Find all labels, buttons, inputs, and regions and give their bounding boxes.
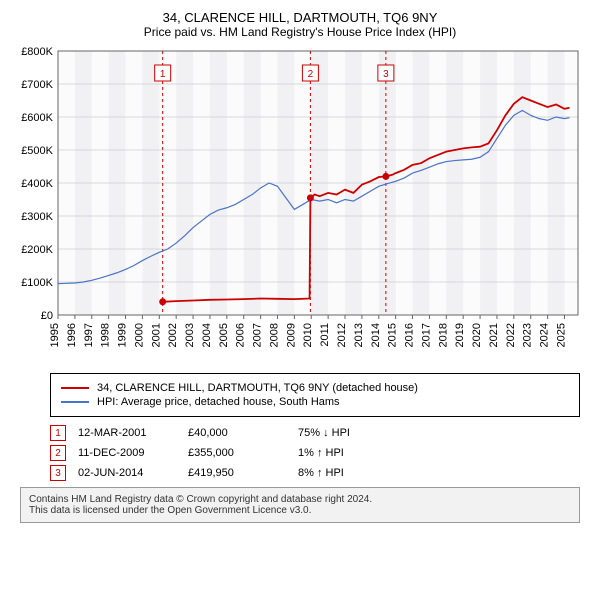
svg-text:2: 2 <box>308 69 314 80</box>
event-diff: 1% ↑ HPI <box>298 447 344 459</box>
svg-text:2002: 2002 <box>167 323 179 347</box>
svg-text:£600K: £600K <box>21 112 53 124</box>
svg-text:2017: 2017 <box>420 323 432 347</box>
svg-text:£100K: £100K <box>21 277 53 289</box>
legend: 34, CLARENCE HILL, DARTMOUTH, TQ6 9NY (d… <box>50 373 580 417</box>
svg-text:2022: 2022 <box>505 323 517 347</box>
event-price: £355,000 <box>188 447 298 459</box>
legend-item: HPI: Average price, detached house, Sout… <box>61 396 569 408</box>
svg-text:£300K: £300K <box>21 211 53 223</box>
event-row: 1 12-MAR-2001£40,00075% ↓ HPI <box>50 425 580 441</box>
event-diff: 75% ↓ HPI <box>298 427 350 439</box>
svg-text:2010: 2010 <box>302 323 314 347</box>
event-marker: 1 <box>50 425 66 441</box>
event-date: 02-JUN-2014 <box>78 467 188 479</box>
svg-text:2000: 2000 <box>133 323 145 347</box>
svg-text:2020: 2020 <box>471 323 483 347</box>
svg-text:1999: 1999 <box>117 323 129 347</box>
event-row: 3 02-JUN-2014£419,9508% ↑ HPI <box>50 465 580 481</box>
svg-text:1: 1 <box>160 69 166 80</box>
svg-text:2025: 2025 <box>555 323 567 347</box>
svg-text:2008: 2008 <box>268 323 280 347</box>
svg-text:2003: 2003 <box>184 323 196 347</box>
legend-swatch <box>61 401 89 403</box>
svg-text:£0: £0 <box>41 310 53 322</box>
svg-text:2009: 2009 <box>285 323 297 347</box>
svg-text:2024: 2024 <box>539 323 551 347</box>
svg-text:1997: 1997 <box>83 323 95 347</box>
event-price: £419,950 <box>188 467 298 479</box>
svg-text:2001: 2001 <box>150 323 162 347</box>
event-price: £40,000 <box>188 427 298 439</box>
line-chart: £0 £100K £200K £300K £400K £500K £600K £700K £80… <box>10 45 590 365</box>
svg-text:2006: 2006 <box>235 323 247 347</box>
chart-area: £0 £100K £200K £300K £400K £500K £600K £700K £80… <box>10 45 590 365</box>
attribution-footer: Contains HM Land Registry data © Crown c… <box>20 487 580 523</box>
svg-text:1995: 1995 <box>49 323 61 347</box>
svg-text:2014: 2014 <box>370 323 382 347</box>
svg-text:2023: 2023 <box>522 323 534 347</box>
event-diff: 8% ↑ HPI <box>298 467 344 479</box>
chart-subtitle: Price paid vs. HM Land Registry's House … <box>10 25 590 39</box>
svg-text:£800K: £800K <box>21 46 53 58</box>
svg-text:2021: 2021 <box>488 323 500 347</box>
legend-label: 34, CLARENCE HILL, DARTMOUTH, TQ6 9NY (d… <box>97 382 418 394</box>
svg-text:2011: 2011 <box>319 323 331 347</box>
svg-text:2019: 2019 <box>454 323 466 347</box>
event-marker: 3 <box>50 465 66 481</box>
svg-text:2005: 2005 <box>218 323 230 347</box>
svg-text:2016: 2016 <box>404 323 416 347</box>
chart-title: 34, CLARENCE HILL, DARTMOUTH, TQ6 9NY <box>10 10 590 25</box>
svg-text:2013: 2013 <box>353 323 365 347</box>
svg-text:2004: 2004 <box>201 323 213 347</box>
svg-text:2018: 2018 <box>437 323 449 347</box>
legend-item: 34, CLARENCE HILL, DARTMOUTH, TQ6 9NY (d… <box>61 382 569 394</box>
svg-text:2007: 2007 <box>252 323 264 347</box>
svg-text:3: 3 <box>383 69 389 80</box>
svg-text:£400K: £400K <box>21 178 53 190</box>
footer-line-1: Contains HM Land Registry data © Crown c… <box>29 494 571 505</box>
event-date: 12-MAR-2001 <box>78 427 188 439</box>
svg-text:£200K: £200K <box>21 244 53 256</box>
event-list: 1 12-MAR-2001£40,00075% ↓ HPI 2 11-DEC-2009… <box>50 425 580 481</box>
svg-text:2012: 2012 <box>336 323 348 347</box>
svg-text:1996: 1996 <box>66 323 78 347</box>
svg-text:£700K: £700K <box>21 79 53 91</box>
svg-text:1998: 1998 <box>100 323 112 347</box>
footer-line-2: This data is licensed under the Open Gov… <box>29 505 571 516</box>
event-date: 11-DEC-2009 <box>78 447 188 459</box>
event-marker: 2 <box>50 445 66 461</box>
svg-text:£500K: £500K <box>21 145 53 157</box>
event-row: 2 11-DEC-2009£355,0001% ↑ HPI <box>50 445 580 461</box>
svg-text:2015: 2015 <box>387 323 399 347</box>
legend-label: HPI: Average price, detached house, Sout… <box>97 396 340 408</box>
legend-swatch <box>61 387 89 389</box>
